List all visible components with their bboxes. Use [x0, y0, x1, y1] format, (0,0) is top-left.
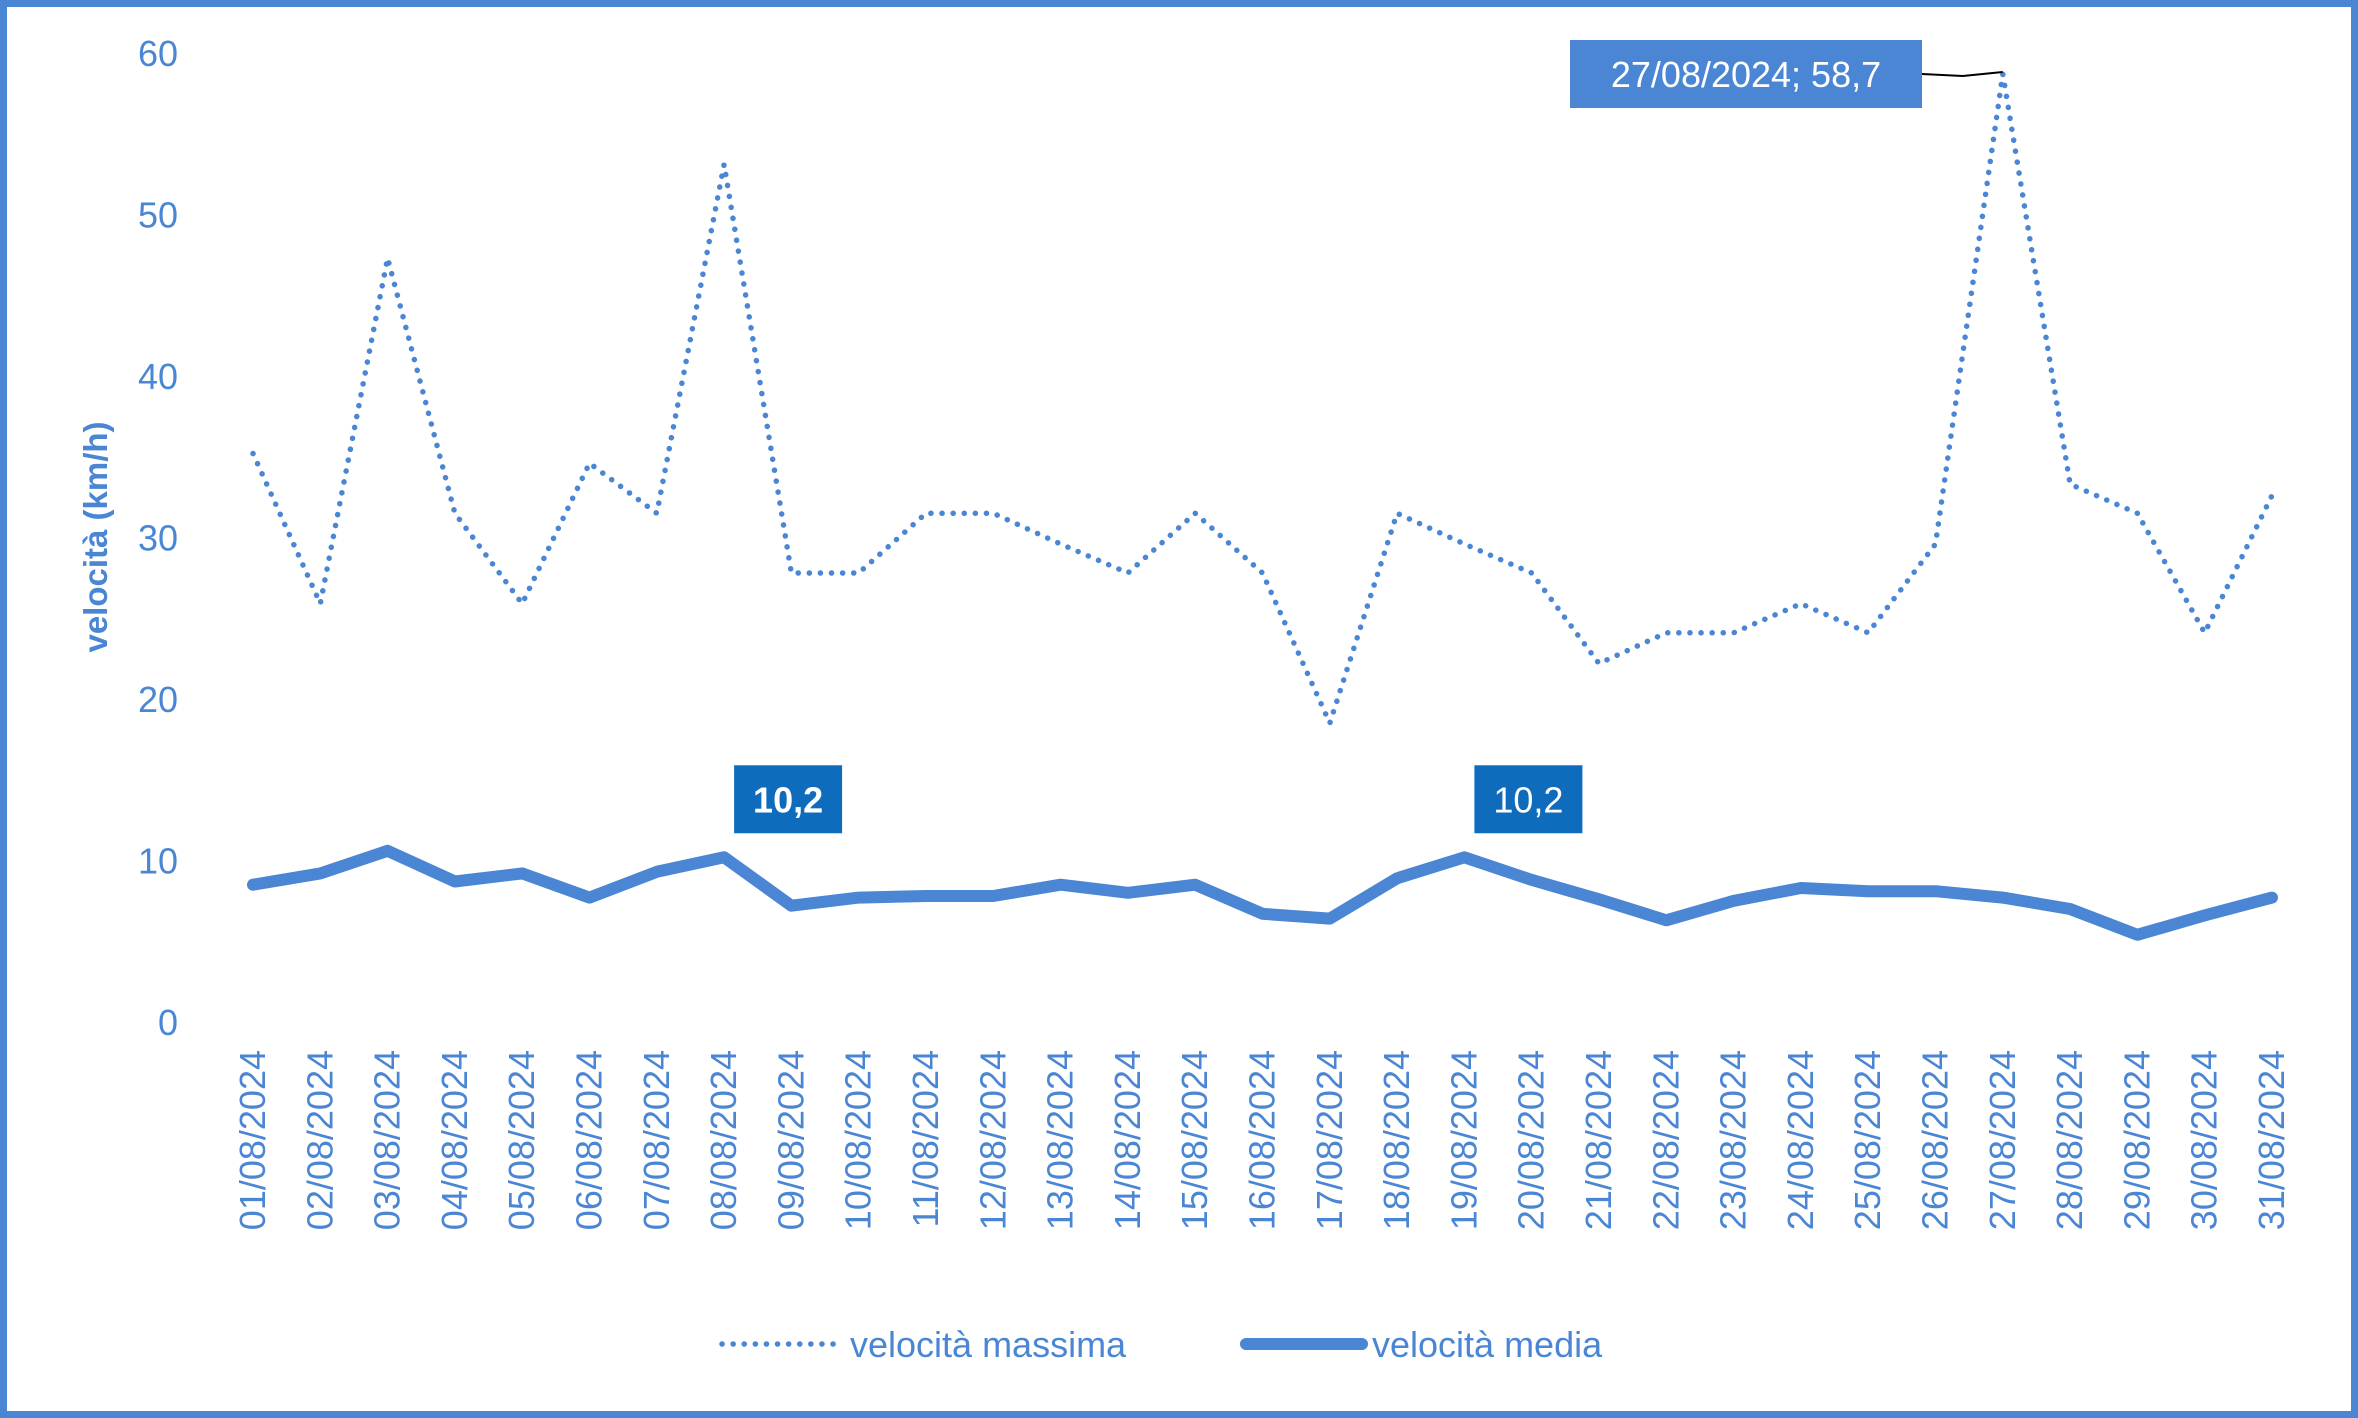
x-tick-label: 18/08/2024	[1376, 1050, 1417, 1230]
legend-label: velocità massima	[850, 1324, 1127, 1365]
data-label-callout: 10,2	[1474, 765, 1583, 834]
callout-box	[1570, 40, 1922, 108]
x-tick-label: 17/08/2024	[1309, 1050, 1350, 1230]
callout-box	[734, 765, 843, 834]
y-tick-label: 50	[138, 195, 178, 236]
callout-leader	[1921, 70, 2003, 78]
y-tick-label: 40	[138, 356, 178, 397]
x-tick-label: 28/08/2024	[2049, 1050, 2090, 1230]
callout-text: 10,2	[753, 779, 823, 820]
x-tick-label: 21/08/2024	[1578, 1050, 1619, 1230]
x-tick-label: 02/08/2024	[299, 1050, 340, 1230]
x-tick-label: 25/08/2024	[1847, 1050, 1888, 1230]
y-tick-label: 30	[138, 518, 178, 559]
y-tick-label: 10	[138, 841, 178, 882]
series-line-1	[247, 844, 2278, 941]
callout-box	[1474, 765, 1583, 834]
y-tick-label: 0	[158, 1002, 178, 1043]
x-tick-label: 08/08/2024	[703, 1050, 744, 1230]
x-tick-label: 06/08/2024	[569, 1050, 610, 1230]
x-tick-label: 13/08/2024	[1040, 1050, 1081, 1230]
x-tick-label: 31/08/2024	[2251, 1050, 2292, 1230]
x-tick-label: 27/08/2024	[1982, 1050, 2023, 1230]
series-group	[247, 71, 2278, 941]
callout-text: 27/08/2024; 58,7	[1611, 54, 1881, 95]
annotation-group: 27/08/2024; 58,7 10,2 10,2	[734, 40, 2003, 834]
x-tick-label: 05/08/2024	[501, 1050, 542, 1230]
x-tick-label: 09/08/2024	[770, 1050, 811, 1230]
x-tick-label: 22/08/2024	[1645, 1050, 1686, 1230]
x-tick-label: 12/08/2024	[972, 1050, 1013, 1230]
legend: velocità massima velocità media	[719, 1324, 1603, 1365]
x-tick-label: 20/08/2024	[1511, 1050, 1552, 1230]
x-tick-label: 24/08/2024	[1780, 1050, 1821, 1230]
y-tick-label: 60	[138, 33, 178, 74]
y-axis-title: velocità (km/h)	[77, 421, 114, 652]
x-tick-label: 03/08/2024	[367, 1050, 408, 1230]
data-label-callout: 27/08/2024; 58,7	[1570, 40, 2003, 108]
x-tick-label: 14/08/2024	[1107, 1050, 1148, 1230]
series-line-0	[250, 71, 2275, 726]
x-tick-label: 07/08/2024	[636, 1050, 677, 1230]
x-tick-label: 11/08/2024	[905, 1050, 946, 1228]
x-tick-label: 01/08/2024	[232, 1050, 273, 1230]
y-axis: 0 10 20 30 40 50 60	[138, 33, 178, 1043]
x-tick-label: 23/08/2024	[1713, 1050, 1754, 1230]
x-tick-label: 29/08/2024	[2116, 1050, 2157, 1230]
x-tick-label: 30/08/2024	[2184, 1050, 2225, 1230]
data-label-callout: 10,2	[734, 765, 843, 834]
x-tick-label: 04/08/2024	[434, 1050, 475, 1230]
x-tick-label: 16/08/2024	[1242, 1050, 1283, 1230]
legend-label: velocità media	[1372, 1324, 1603, 1365]
x-tick-label: 26/08/2024	[1915, 1050, 1956, 1230]
x-axis: 01/08/2024 02/08/2024 03/08/2024 04/08/2024…	[232, 1050, 2292, 1230]
x-tick-label: 15/08/2024	[1174, 1050, 1215, 1230]
callout-text: 10,2	[1493, 779, 1563, 820]
x-tick-label: 10/08/2024	[838, 1050, 879, 1230]
y-tick-label: 20	[138, 679, 178, 720]
x-tick-label: 19/08/2024	[1443, 1050, 1484, 1230]
